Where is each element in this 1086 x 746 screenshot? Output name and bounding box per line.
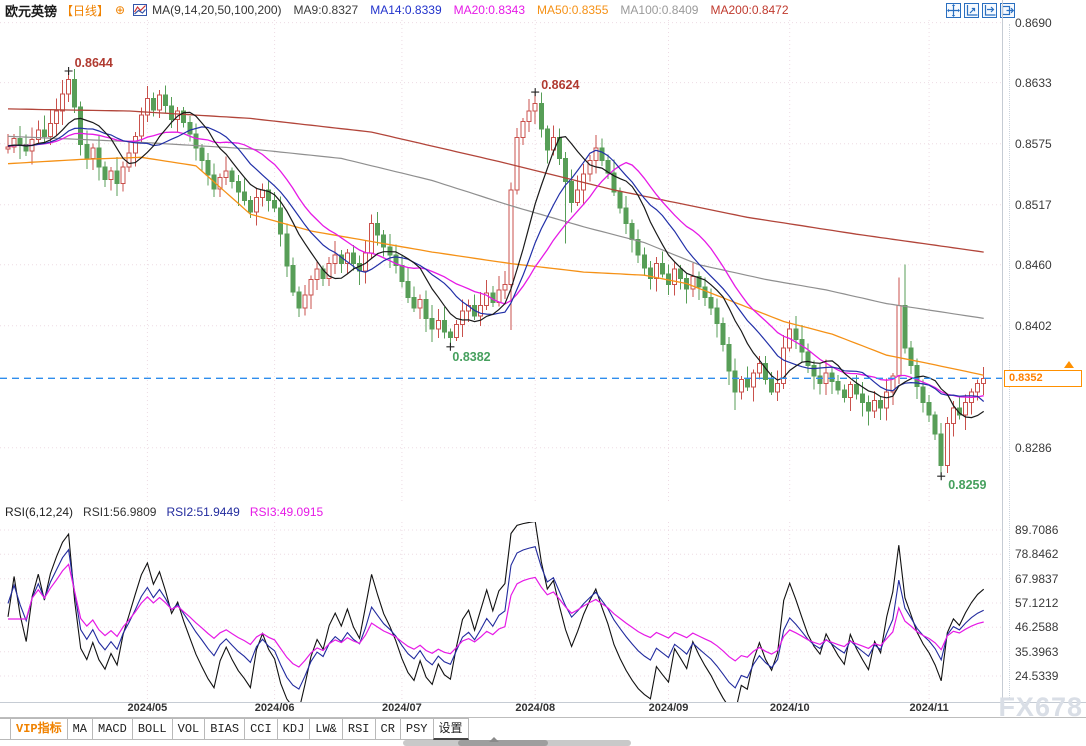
rsi-legend-item: RSI1:56.9809 — [83, 505, 157, 519]
price-axis-label: 0.8286 — [1015, 440, 1052, 455]
ma-legend-item: MA9:0.8327 — [293, 3, 359, 17]
chart-toolbar — [946, 3, 1015, 18]
candlestick-chart[interactable]: 0.8644 0.8624 0.8382 0.8259 — [0, 20, 1002, 502]
date-axis-label: 2024/05 — [127, 702, 168, 714]
tab-psy[interactable]: PSY — [399, 718, 434, 740]
rsi-line-2 — [7, 546, 984, 690]
rsi-settings-label[interactable]: RSI(6,12,24) — [5, 505, 74, 519]
extreme-cross-marker — [531, 88, 540, 97]
annotation-label: 0.8382 — [452, 350, 490, 364]
axis-separator — [1002, 0, 1003, 716]
annotation-label: 0.8644 — [75, 56, 113, 70]
rsi-axis-label: 67.9837 — [1015, 571, 1059, 586]
rsi-legend-item: RSI2:51.9449 — [166, 505, 240, 519]
rsi-axis-label: 24.5339 — [1015, 668, 1059, 683]
price-axis-label: 0.8633 — [1015, 75, 1052, 90]
rsi-indicator-header: RSI(6,12,24) RSI1:56.9809 RSI2:51.9449 RSI… — [0, 503, 1000, 521]
bottom-scrollbar[interactable] — [403, 737, 631, 746]
axis-dotted-guide — [1009, 24, 1010, 698]
rsi-axis-label: 57.1212 — [1015, 595, 1059, 610]
date-axis-label: 2024/09 — [648, 702, 689, 714]
ma-legend-item: MA50:0.8355 — [537, 3, 609, 17]
annotation-label: 0.8624 — [541, 78, 579, 92]
price-axis-label: 0.8575 — [1015, 136, 1052, 151]
date-axis-label: 2024/08 — [515, 702, 556, 714]
chart-type-icon[interactable] — [133, 4, 148, 16]
ma-legend-item: MA20:0.8343 — [453, 3, 526, 17]
tabbar-top-border — [0, 717, 1086, 718]
ma-lines-layer — [7, 108, 985, 419]
rsi-legend-item: RSI3:49.0915 — [249, 505, 324, 519]
tab-cci[interactable]: CCI — [244, 718, 278, 740]
ma-legend-item: MA100:0.8409 — [620, 3, 699, 17]
price-axis-label: 0.8690 — [1015, 15, 1052, 30]
rsi-axis-label: 46.2588 — [1015, 620, 1059, 635]
tab-kdj[interactable]: KDJ — [276, 718, 311, 740]
tab-boll[interactable]: BOLL — [131, 718, 173, 740]
pane-bottom-border — [0, 702, 1086, 703]
tab-lwr[interactable]: LW& — [309, 718, 343, 740]
symbol-name: 欧元英镑 — [5, 3, 58, 19]
scrollbar-thumb[interactable] — [458, 740, 548, 746]
ma-settings-label[interactable]: MA(9,14,20,50,100,200) — [152, 3, 282, 17]
ma-legend-item: MA200:0.8472 — [710, 3, 789, 17]
extreme-cross-marker — [446, 342, 455, 351]
tab-rsi[interactable]: RSI — [341, 718, 376, 740]
fit-horizontal-axis-icon[interactable] — [982, 3, 997, 18]
main-indicator-header: 欧元英镑 【日线】 ⊕ MA(9,14,20,50,100,200) MA9:0… — [0, 0, 1086, 20]
ma-legend-item: MA14:0.8339 — [370, 3, 442, 17]
last-price-tag: 0.8352 — [1004, 370, 1082, 388]
annotation-label: 0.8259 — [948, 478, 986, 492]
add-indicator-icon[interactable]: ⊕ — [115, 3, 126, 17]
ma-legend: MA9:0.8327 MA14:0.8339 MA20:0.8343 MA50:0.8… — [282, 3, 789, 17]
tab-macd[interactable]: MACD — [92, 718, 133, 740]
rsi-legend: RSI1:56.9809 RSI2:51.9449 RSI3:49.0915 — [73, 505, 323, 519]
rsi-line-3 — [8, 563, 984, 668]
period-label[interactable]: 【日线】 — [61, 3, 110, 18]
scrollbar-notch-icon — [489, 737, 499, 742]
price-axis-label: 0.8517 — [1015, 197, 1052, 212]
rsi-line-1 — [7, 522, 985, 702]
price-axis-label: 0.8402 — [1015, 318, 1052, 333]
tab-bias[interactable]: BIAS — [204, 718, 246, 740]
tab-ma[interactable]: MA — [66, 718, 94, 740]
export-chart-icon[interactable] — [1000, 3, 1015, 18]
watermark: FX678 — [998, 692, 1083, 722]
rsi-axis-label: 89.7086 — [1015, 523, 1059, 537]
rsi-chart[interactable] — [0, 522, 1002, 702]
rsi-axis-label: 78.8462 — [1015, 547, 1059, 562]
last-price-value: 0.8352 — [1009, 372, 1043, 385]
pan-crosshair-icon[interactable] — [946, 3, 961, 18]
tab-cr[interactable]: CR — [374, 718, 401, 740]
tab-settings[interactable]: 设置 — [432, 718, 469, 740]
tab-vip[interactable]: VIP指标 — [10, 718, 68, 740]
tick-up-arrow-icon — [1064, 361, 1074, 369]
extreme-cross-marker — [64, 67, 73, 75]
tab-vol[interactable]: VOL — [171, 718, 206, 740]
indicator-tabbar: VIP指标 MA MACD BOLL VOL BIAS CCI KDJ LW& RSI CR PSY 设… — [0, 718, 469, 740]
date-axis-label: 2024/11 — [909, 702, 949, 714]
price-axis-label: 0.8460 — [1015, 257, 1052, 272]
date-axis-label: 2024/10 — [769, 702, 810, 714]
extreme-cross-marker — [937, 472, 946, 481]
date-axis-label: 2024/07 — [382, 702, 422, 714]
fit-vertical-axis-icon[interactable] — [964, 3, 979, 18]
candles-layer — [5, 68, 987, 477]
date-axis-label: 2024/06 — [254, 702, 295, 714]
rsi-axis-label: 35.3963 — [1015, 644, 1059, 659]
